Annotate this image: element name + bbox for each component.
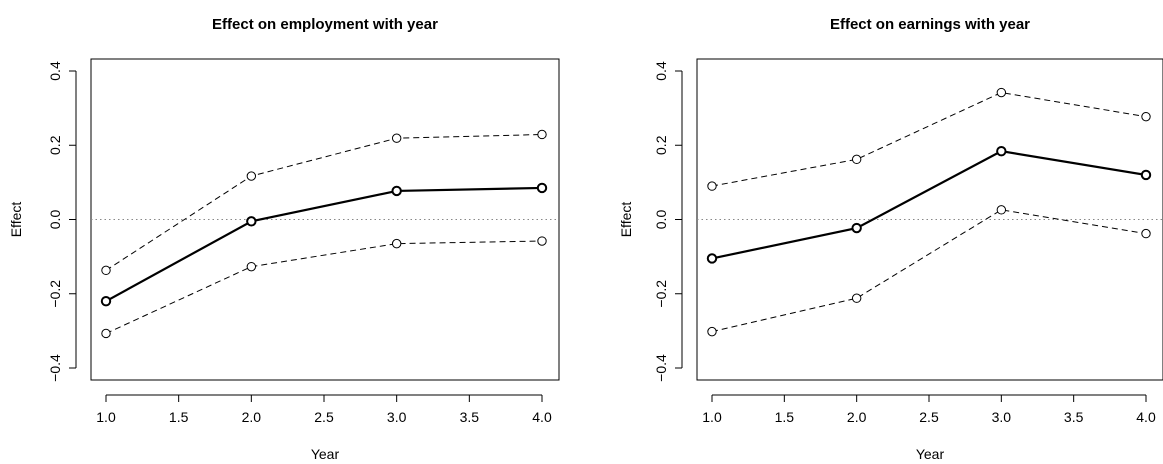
x-tick-label: 3.0 (992, 409, 1012, 425)
x-tick-label: 1.5 (775, 409, 795, 425)
bound-point (707, 181, 717, 191)
estimate-point (246, 216, 257, 227)
y-tick-label: 0.0 (653, 210, 669, 230)
bound-point (996, 87, 1007, 98)
x-tick-label: 3.0 (387, 409, 407, 425)
y-axis-label: Effect (8, 202, 24, 238)
y-tick-label: −0.2 (47, 280, 63, 308)
x-tick-label: 2.0 (847, 409, 867, 425)
estimate-line (711, 150, 1147, 260)
chart-panel-1: Effect on employment with year 1.0 1.5 2.0 2… (8, 16, 560, 462)
x-tick-label: 2.5 (314, 409, 334, 425)
y-tick-label: 0.2 (47, 135, 63, 155)
x-tick-label: 2.5 (919, 409, 939, 425)
estimate-point (536, 182, 548, 194)
y-tick-label: −0.4 (653, 354, 669, 382)
y-axis-label: Effect (618, 202, 634, 238)
x-tick-label: 2.0 (242, 409, 262, 425)
bound-line-1 (711, 92, 1147, 187)
bound-point (246, 171, 257, 181)
bound-point (246, 261, 257, 272)
estimate-point (996, 145, 1007, 157)
estimate-point (851, 222, 862, 234)
chart-title: Effect on earnings with year (830, 16, 1030, 33)
estimate-point (706, 253, 718, 264)
x-tick-label: 3.5 (1064, 409, 1084, 425)
estimate-point (100, 295, 112, 307)
x-tick-label: 4.0 (1136, 409, 1156, 425)
bound-point (101, 328, 111, 339)
y-tick-label: −0.4 (47, 354, 63, 382)
bound-point (537, 129, 547, 140)
y-tick-label: 0.4 (653, 61, 669, 81)
estimate-point (391, 185, 402, 197)
y-tick-label: 0.2 (653, 135, 669, 155)
bound-point (707, 326, 717, 337)
bound-line-2 (711, 209, 1147, 333)
bound-point (851, 293, 862, 303)
y-tick-label: 0.4 (47, 61, 63, 81)
bound-point (391, 238, 402, 249)
bound-point (101, 265, 111, 276)
bound-point (996, 205, 1007, 215)
bound-point (1141, 111, 1151, 122)
x-axis-label: Year (916, 446, 945, 462)
y-tick-label: 0.0 (47, 210, 63, 230)
bound-point (391, 133, 402, 143)
x-tick-label: 3.5 (460, 409, 480, 425)
x-tick-label: 4.0 (532, 409, 552, 425)
bound-line-1 (105, 133, 543, 271)
y-tick-label: −0.2 (653, 280, 669, 308)
x-tick-label: 1.5 (169, 409, 189, 425)
bound-line-2 (105, 240, 543, 334)
bound-point (1141, 228, 1151, 239)
x-tick-label: 1.0 (702, 409, 722, 425)
estimate-point (1140, 169, 1152, 181)
x-tick-label: 1.0 (96, 409, 116, 425)
chart-title: Effect on employment with year (212, 16, 438, 33)
bound-point (851, 154, 862, 165)
chart-panel-2: Effect on earnings with year 1.0 1.5 2.0 2.5… (618, 16, 1163, 462)
bound-point (537, 236, 547, 246)
x-axis-label: Year (311, 446, 340, 462)
estimate-line (105, 186, 543, 303)
